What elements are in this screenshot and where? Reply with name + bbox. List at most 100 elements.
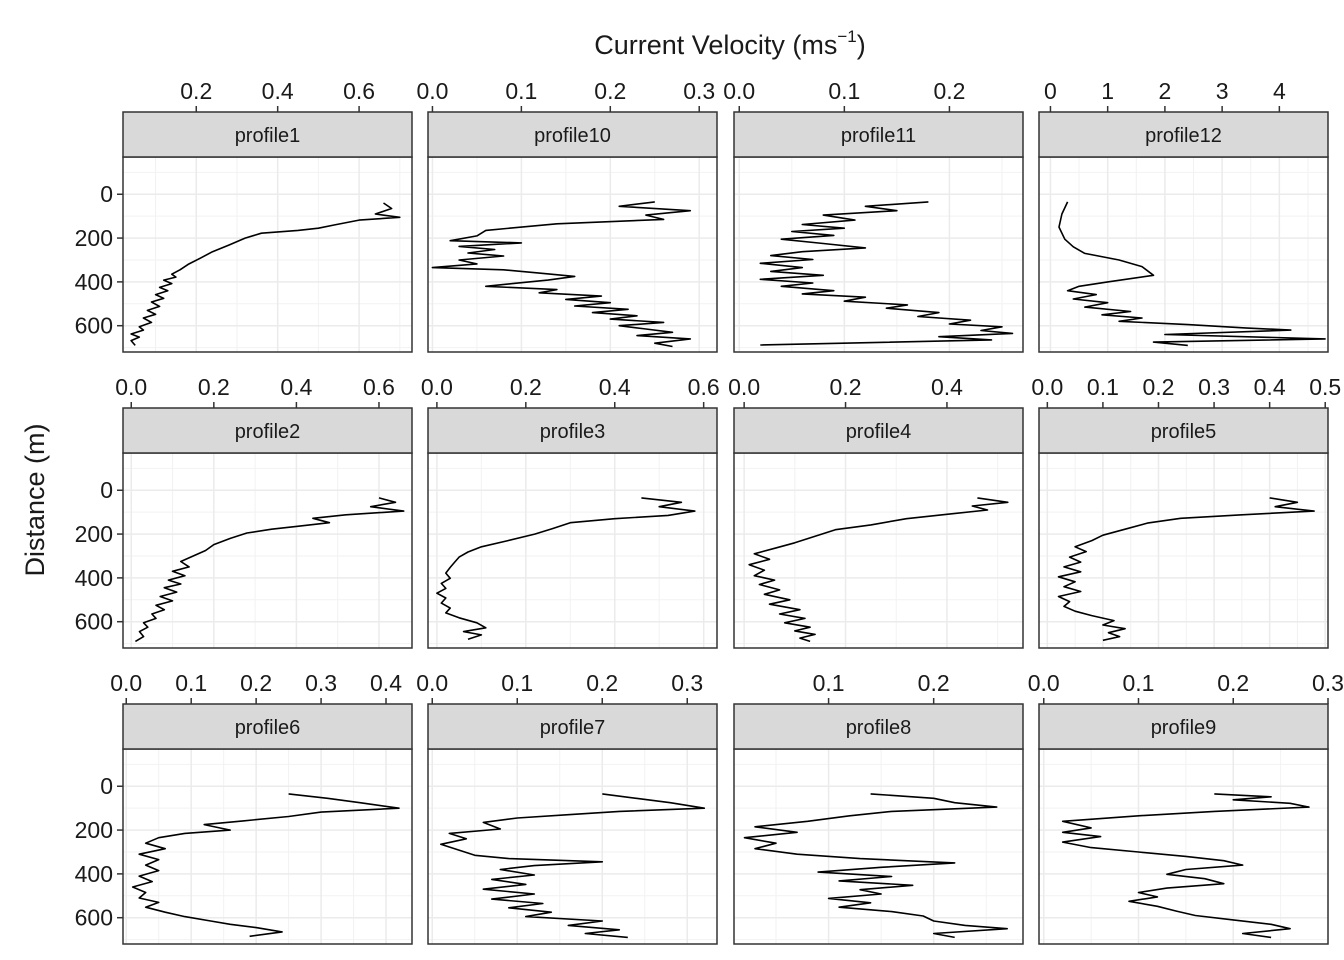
x-tick-label: 0.2 [198,374,230,400]
x-tick-label: 0.2 [510,374,542,400]
x-tick-label: 4 [1273,78,1286,104]
panel-border [427,156,718,353]
x-tick-label: 0.0 [1028,670,1060,696]
series-line-profile6 [131,793,400,938]
series-line-profile1 [130,202,401,346]
series-line-profile2 [134,497,405,643]
strip-label: profile3 [540,421,606,443]
x-tick-label: 0.3 [683,78,715,104]
x-tick-label: 0.1 [505,78,537,104]
x-tick-label: 0.3 [1198,374,1230,400]
x-tick-label: 0.4 [599,374,631,400]
series-line-profile8 [743,793,1009,939]
panel-profile2: profile2 0.0 0.2 0.4 0.6 0 200 400 600 [75,374,413,649]
strip-background [122,703,413,750]
x-tick-label: 0.0 [416,670,448,696]
panel-profile6: profile6 0.0 0.1 0.2 0.3 0.4 0 200 400 600 [75,670,413,945]
x-tick-label: 0.2 [830,374,862,400]
x-tick-label: 0.4 [370,670,402,696]
x-tick-label: 0.1 [175,670,207,696]
panel-border [427,748,718,945]
x-tick-label: 0.1 [501,670,533,696]
y-tick-label: 200 [75,225,113,251]
panel-profile9: profile9 0.0 0.1 0.2 0.3 [1028,670,1344,945]
x-tick-label: 0.0 [115,374,147,400]
y-tick-label: 0 [100,181,113,207]
panel-profile1: profile1 0.2 0.4 0.6 0 200 400 600 [75,78,413,353]
y-tick-label: 0 [100,773,113,799]
x-tick-label: 0.2 [1142,374,1174,400]
strip-background [1038,111,1329,158]
series-line-profile5 [1057,497,1315,642]
x-tick-label: 0.1 [1122,670,1154,696]
panel-border [122,452,413,649]
strip-label: profile7 [540,717,606,739]
x-tick-label: 1 [1101,78,1114,104]
x-tick-label: 0.3 [305,670,337,696]
x-tick-label: 0.3 [1312,670,1344,696]
strip-background [122,407,413,454]
strip-background [1038,407,1329,454]
x-tick-label: 0.0 [421,374,453,400]
panel-border [122,748,413,945]
series-line-profile10 [431,201,692,348]
panel-profile5: profile5 0.0 0.1 0.2 0.3 0.4 0.5 [1031,374,1341,649]
strip-label: profile2 [235,421,301,443]
panel-profile11: profile11 0.0 0.1 0.2 [723,78,1024,353]
x-tick-label: 0.2 [180,78,212,104]
x-tick-label: 0.2 [240,670,272,696]
x-tick-label: 0.4 [280,374,312,400]
panel-profile7: profile7 0.0 0.1 0.2 0.3 [416,670,718,945]
strip-label: profile1 [235,125,301,147]
panel-border [733,452,1024,649]
panel-profile12: profile12 0 1 2 3 4 [1038,78,1329,353]
strip-background [427,703,718,750]
series-line-profile3 [436,497,696,640]
panel-profile4: profile4 0.0 0.2 0.4 [728,374,1024,649]
x-tick-label: 0.0 [1031,374,1063,400]
panel-profile3: profile3 0.0 0.2 0.4 0.6 [421,374,720,649]
y-tick-label: 600 [75,905,113,931]
x-tick-label: 2 [1159,78,1172,104]
panel-border [1038,156,1329,353]
strip-label: profile11 [841,125,916,147]
y-tick-label: 400 [75,565,113,591]
x-tick-label: 3 [1216,78,1229,104]
strip-background [733,111,1024,158]
x-tick-label: 0 [1044,78,1057,104]
x-tick-label: 0.2 [918,670,950,696]
x-tick-label: 0.4 [262,78,294,104]
series-line-profile4 [748,497,1009,643]
strip-label: profile6 [235,717,301,739]
x-tick-label: 0.0 [416,78,448,104]
x-tick-label: 0.1 [1087,374,1119,400]
x-tick-label: 0.0 [723,78,755,104]
y-tick-label: 600 [75,609,113,635]
y-tick-label: 600 [75,313,113,339]
x-tick-label: 0.1 [828,78,860,104]
strip-label: profile9 [1151,717,1217,739]
x-tick-label: 0.5 [1309,374,1341,400]
y-tick-label: 400 [75,269,113,295]
y-tick-label: 200 [75,521,113,547]
x-tick-label: 0.2 [1217,670,1249,696]
strip-background [122,111,413,158]
strip-label: profile4 [846,421,912,443]
strip-label: profile12 [1145,125,1222,147]
strip-background [1038,703,1329,750]
panel-border [733,748,1024,945]
strip-label: profile8 [846,717,912,739]
x-axis-title: Current Velocity (ms−1) [594,27,865,60]
x-tick-label: 0.6 [343,78,375,104]
x-tick-label: 0.6 [688,374,720,400]
strip-background [733,703,1024,750]
x-tick-label: 0.4 [1254,374,1286,400]
x-tick-label: 0.4 [931,374,963,400]
y-axis-title: Distance (m) [20,423,50,576]
series-line-profile7 [439,793,706,939]
strip-label: profile5 [1151,421,1217,443]
panel-border [122,156,413,353]
x-tick-label: 0.2 [933,78,965,104]
